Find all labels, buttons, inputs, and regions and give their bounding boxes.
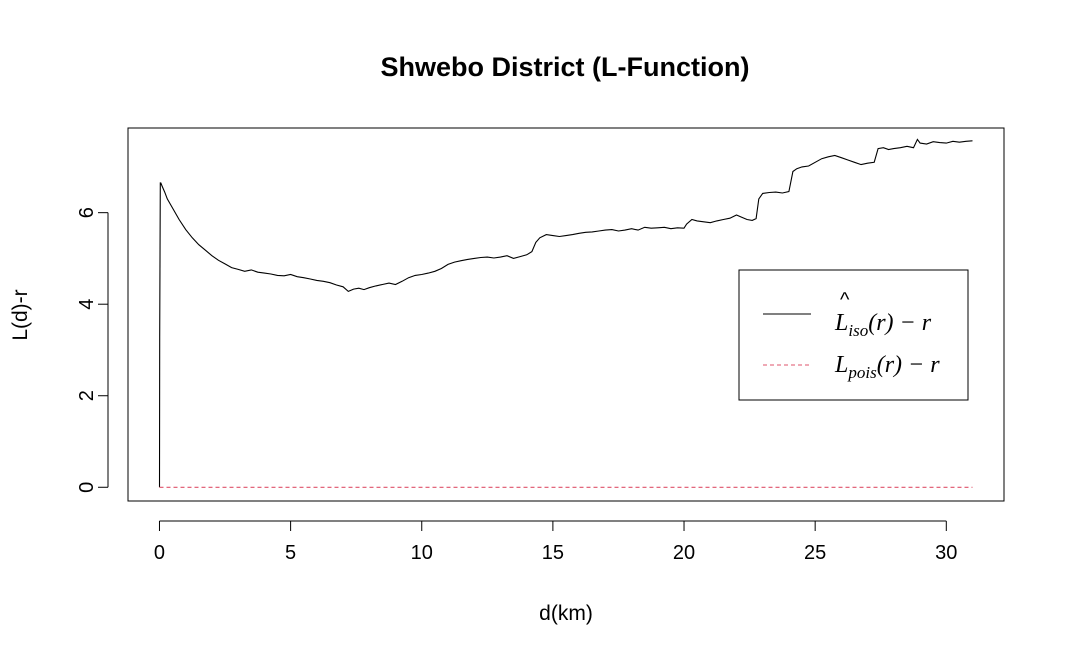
y-tick-label: 4	[76, 299, 98, 310]
x-tick-label: 25	[804, 542, 826, 564]
x-tick-label: 15	[542, 542, 564, 564]
chart-title: Shwebo District (L-Function)	[381, 52, 750, 82]
x-tick-label: 0	[154, 542, 165, 564]
legend-hat: ^	[840, 289, 850, 311]
x-tick-label: 10	[411, 542, 433, 564]
legend-box	[738, 269, 969, 401]
y-axis: 0 2 4 6	[76, 207, 109, 493]
legend: ^ Liso(r) − r Lpois(r) − r	[738, 269, 969, 401]
x-axis: 0 5 10 15 20 25 30	[154, 520, 957, 564]
x-axis-label: d(km)	[539, 602, 593, 625]
x-tick-label: 20	[673, 542, 695, 564]
y-tick-label: 6	[76, 207, 98, 218]
series-layer	[158, 138, 973, 488]
y-tick-label: 2	[76, 390, 98, 401]
x-tick-label: 30	[935, 542, 957, 564]
y-tick-label: 0	[76, 482, 98, 493]
plot-frame	[127, 127, 1005, 502]
legend-entry-pois: Lpois(r) − r	[834, 352, 940, 382]
series-line-iso	[158, 138, 973, 488]
legend-entry-iso: Liso(r) − r	[834, 310, 932, 340]
y-axis-label: L(d)-r	[9, 289, 32, 340]
x-tick-label: 5	[285, 542, 296, 564]
